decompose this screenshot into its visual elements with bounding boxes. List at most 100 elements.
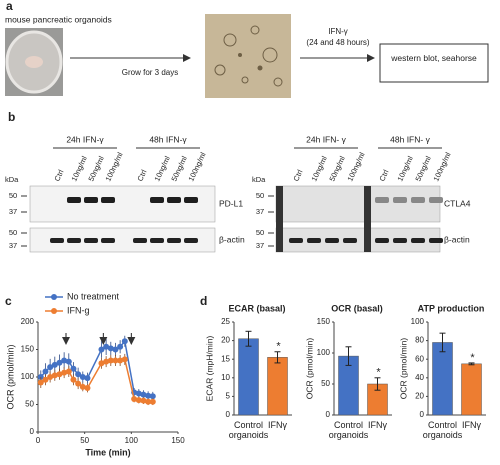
- data-point: [117, 357, 124, 364]
- blot: [29, 185, 216, 223]
- panel-label: a: [6, 0, 13, 13]
- band: [101, 197, 115, 203]
- data-point: [42, 376, 49, 383]
- band: [84, 238, 98, 243]
- data-point: [107, 357, 114, 364]
- y-tick-label: 15: [221, 354, 230, 363]
- lane-label: 10ng/ml: [309, 154, 329, 182]
- bar: [267, 357, 288, 416]
- band: [411, 197, 425, 203]
- significance-label: *: [376, 367, 381, 379]
- y-tick-label: 100: [317, 348, 331, 357]
- protein-label: β-actin: [444, 234, 470, 244]
- lane-label: 100ng/ml: [103, 151, 124, 183]
- data-point: [51, 361, 58, 368]
- data-point: [131, 396, 138, 402]
- band: [307, 238, 321, 243]
- x-tick-label: 150: [171, 436, 185, 445]
- data-point: [84, 385, 91, 391]
- unit-label: kDa: [5, 175, 19, 184]
- y-axis-label: ECAR (mpH/min): [204, 336, 214, 402]
- band: [84, 197, 98, 203]
- lane-label: 50ng/ml: [327, 154, 347, 182]
- y-axis-label: OCR (pmol/min): [304, 338, 314, 400]
- y-tick-label: 150: [317, 317, 331, 326]
- x-tick-label: IFNγ: [268, 420, 287, 430]
- group-label: 24h IFN- γ: [306, 134, 346, 144]
- band: [50, 238, 64, 243]
- data-point: [47, 364, 54, 371]
- lane-label: Ctrl: [52, 168, 65, 183]
- legend-marker: [51, 308, 57, 314]
- data-point: [65, 368, 72, 375]
- lane-label: Ctrl: [377, 168, 390, 183]
- y-tick-label: 0: [326, 410, 331, 419]
- x-tick-label: 100: [125, 436, 139, 445]
- y-tick-label: 25: [221, 317, 230, 326]
- data-point: [135, 390, 142, 397]
- data-point: [79, 383, 86, 390]
- data-point: [145, 392, 152, 399]
- y-axis-label: OCR (pmol/min): [5, 344, 15, 409]
- data-point: [103, 343, 110, 350]
- data-point: [98, 360, 105, 367]
- chart-title: OCR (basal): [331, 303, 383, 313]
- data-point: [103, 358, 110, 365]
- data-point: [107, 345, 114, 352]
- protein-label: PD-L1: [219, 198, 243, 208]
- panel-label: d: [200, 294, 207, 308]
- lane-label: 100ng/ml: [186, 151, 207, 183]
- data-point: [84, 375, 91, 382]
- duration-label: (24 and 48 hours): [306, 38, 369, 47]
- blot-edge: [364, 186, 371, 252]
- x-tick-label: IFNγ: [462, 420, 481, 430]
- band: [325, 238, 339, 243]
- y-tick-label: 20: [415, 392, 424, 401]
- data-point: [75, 371, 82, 378]
- y-tick-label: 0: [30, 427, 35, 436]
- data-point: [98, 346, 105, 353]
- kda-marker: 50: [256, 228, 264, 237]
- group-label: 24h IFN-γ: [66, 134, 104, 144]
- band: [375, 197, 389, 203]
- data-point: [140, 397, 147, 404]
- data-point: [135, 397, 142, 404]
- data-point: [121, 338, 128, 345]
- y-tick-label: 100: [21, 372, 35, 381]
- series-line: [40, 339, 153, 397]
- band: [375, 238, 389, 243]
- dish-photo: [5, 28, 63, 96]
- band: [429, 197, 443, 203]
- panel-label: b: [8, 110, 15, 124]
- data-point: [149, 393, 156, 400]
- band: [167, 238, 181, 243]
- bar: [432, 342, 453, 416]
- kda-marker: 37: [256, 207, 264, 216]
- bar: [238, 338, 259, 416]
- kda-marker: 50: [9, 191, 17, 200]
- significance-label: *: [276, 341, 281, 353]
- data-point: [112, 357, 119, 364]
- y-tick-label: 20: [221, 336, 230, 345]
- data-point: [70, 376, 77, 383]
- x-tick-label: Control organoids: [228, 420, 269, 440]
- band: [429, 238, 443, 243]
- band: [67, 238, 81, 243]
- band: [150, 238, 164, 243]
- protein-label: β-actin: [219, 234, 245, 244]
- data-point: [149, 398, 156, 405]
- band: [393, 197, 407, 203]
- y-tick-label: 10: [221, 373, 230, 382]
- data-point: [47, 374, 54, 380]
- data-point: [56, 371, 63, 378]
- x-tick-label: Control organoids: [328, 420, 369, 440]
- lane-label: 100ng/ml: [431, 151, 452, 183]
- lane-label: Ctrl: [291, 168, 304, 183]
- kda-marker: 50: [256, 191, 264, 200]
- y-tick-label: 200: [21, 317, 35, 326]
- y-tick-label: 40: [415, 373, 424, 382]
- data-point: [145, 398, 152, 405]
- y-tick-label: 100: [411, 317, 425, 326]
- band: [133, 238, 147, 243]
